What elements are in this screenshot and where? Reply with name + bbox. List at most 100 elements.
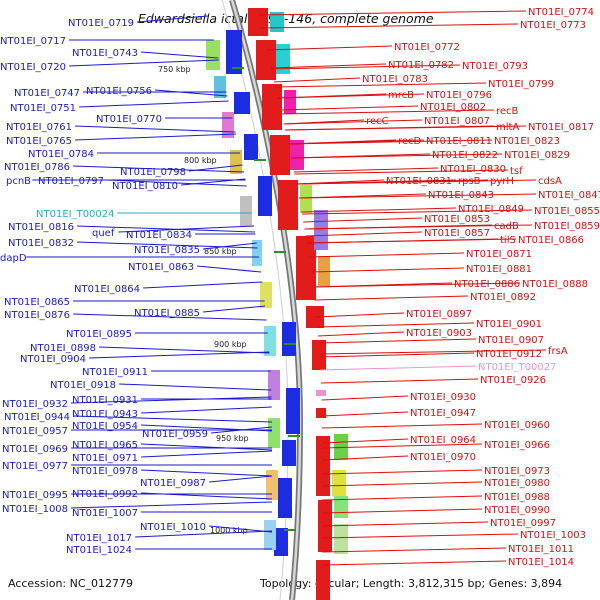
leader-line: [141, 51, 219, 59]
plus-feature: [248, 8, 268, 36]
leader-line: [306, 238, 517, 244]
annotation-block: [240, 196, 252, 226]
annotation-block: [268, 418, 280, 448]
annotation-block: [268, 370, 280, 400]
gene-label-minus: NT01EI_0904: [20, 354, 86, 365]
leader-line: [321, 560, 507, 566]
leader-line: [280, 105, 419, 111]
gene-label-plus: NT01EI_0866: [518, 235, 584, 246]
gene-label-minus: NT01EI_0865: [4, 297, 70, 308]
gene-label-minus: NT01EI_0978: [72, 466, 138, 477]
leader-line: [319, 352, 475, 358]
gene-label-minus: NT01EI_0810: [112, 181, 178, 192]
gene-label-minus: NT01EI_0898: [30, 343, 96, 354]
minus-feature: [258, 176, 272, 216]
leader-line: [301, 207, 457, 213]
gene-label-plus: mrcB: [388, 90, 414, 101]
annotation-block: [314, 210, 328, 250]
gene-label-plus: cdsA: [538, 176, 562, 187]
leader-line: [73, 415, 272, 423]
leader-line: [77, 225, 255, 233]
leader-line: [69, 59, 219, 67]
leader-line: [320, 378, 479, 384]
leader-line: [320, 365, 477, 371]
leader-line: [314, 295, 469, 301]
annotation-block: [266, 470, 278, 500]
gene-label-plus: NT01EI_0799: [488, 79, 554, 90]
gene-label-minus: NT01EI_1010: [140, 522, 206, 533]
minus-feature: [286, 388, 300, 434]
gene-label-plus: recC: [366, 116, 389, 127]
gene-label-plus: NT01EI_0964: [410, 435, 476, 446]
minus-feature: [234, 92, 250, 114]
gene-label-minus: NT01EI_0943: [72, 409, 138, 420]
leader-line: [310, 267, 465, 273]
leader-line: [303, 217, 423, 223]
annotation-block: [252, 240, 262, 266]
gene-label-plus: NT01EI_0912: [476, 349, 542, 360]
left-leader-lines: [26, 15, 273, 550]
leader-line: [291, 153, 503, 159]
gene-label-plus: NT01EI_0782: [388, 60, 454, 71]
leader-line: [318, 331, 405, 337]
right-gene-labels: NT01EI_0774NT01EI_0773NT01EI_0772NT01EI_…: [362, 7, 600, 568]
leader-line: [321, 481, 483, 487]
leader-line: [73, 165, 244, 173]
leader-line: [211, 426, 273, 434]
annotation-block: [284, 90, 296, 114]
gene-label-plus: NT01EI_0773: [520, 20, 586, 31]
leader-line: [141, 492, 273, 500]
gene-label-plus: frsA: [548, 346, 568, 357]
gene-label-minus: NT01EI_0918: [50, 380, 116, 391]
leader-line: [321, 469, 483, 475]
gene-label-plus: NT01EI_0849: [458, 204, 524, 215]
leader-line: [321, 547, 507, 553]
leader-line: [141, 450, 273, 458]
leader-line: [77, 241, 258, 249]
gene-label-plus: NT01EI_0871: [466, 249, 532, 260]
leader-line: [277, 93, 425, 99]
minus-feature: [226, 30, 242, 74]
leader-line: [71, 501, 273, 509]
gene-label-plus: NT01EI_0930: [410, 392, 476, 403]
minus-feature: [282, 322, 296, 356]
gene-label-minus: NT01EI_0944: [4, 412, 70, 423]
plus-feature: [262, 84, 282, 130]
gene-label-plus: cadB: [494, 221, 519, 232]
gene-label-minus: NT01EI_0797: [38, 176, 104, 187]
annotation-block: [260, 282, 272, 308]
gene-label-minus: NT01EI_0720: [0, 62, 66, 73]
scale-tick-label: 750 kbp: [158, 65, 191, 74]
gene-label-plus: NT01EI_0847: [538, 190, 600, 201]
backbone-inner: [230, 0, 302, 600]
gene-label-minus: NT01EI_0834: [126, 230, 192, 241]
gene-label-plus: NT01EI_0774: [528, 7, 594, 18]
gene-label-minus: NT01EI_0885: [134, 308, 200, 319]
leader-line: [285, 125, 527, 131]
leader-line: [270, 64, 461, 70]
annotation-block: [290, 140, 304, 170]
gene-label-plus: mltA: [496, 122, 519, 133]
scale-ticks: [232, 67, 300, 531]
gene-label-minus: NT01EI_0987: [140, 478, 206, 489]
leader-line: [321, 495, 483, 501]
minus-feature: [274, 528, 288, 556]
minus-feature: [282, 440, 296, 466]
gene-label-plus: tsf: [510, 166, 523, 177]
gene-label-plus: NT01EI_0802: [420, 102, 486, 113]
scale-tick-label: 900 kbp: [214, 340, 247, 349]
leader-line: [304, 224, 533, 230]
leader-line: [294, 169, 509, 175]
gene-label-minus: NT01EI_0798: [120, 167, 186, 178]
leader-line: [135, 530, 273, 538]
gene-label-minus: NT01EI_1007: [72, 508, 138, 519]
scale-tick-label: 1000 kbp: [210, 526, 248, 535]
leader-line: [321, 395, 409, 401]
accession-label: Accession: NC_012779: [8, 577, 133, 590]
topology-label: Topology: circular; Length: 3,812,315 bp…: [259, 577, 562, 590]
gene-label-plus: NT01EI_0831: [386, 176, 452, 187]
leader-line: [141, 424, 273, 432]
leader-line: [296, 179, 537, 185]
leader-line: [321, 521, 489, 527]
